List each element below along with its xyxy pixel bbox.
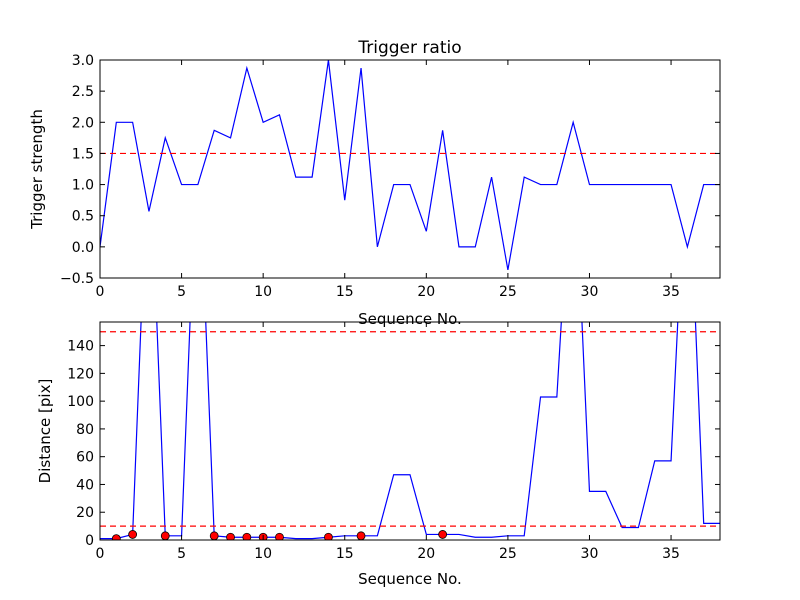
y-tick-label: 40 bbox=[76, 477, 94, 493]
series-line bbox=[100, 322, 720, 540]
data-marker bbox=[160, 531, 170, 540]
data-marker bbox=[324, 532, 333, 540]
y-tick-label: 100 bbox=[67, 394, 94, 410]
y-tick-label: 1.5 bbox=[72, 146, 94, 162]
y-tick-label: 0 bbox=[85, 533, 94, 549]
y-axis-label: Trigger strength bbox=[28, 109, 46, 230]
x-tick-label: 5 bbox=[177, 284, 186, 300]
y-tick-label: 120 bbox=[67, 366, 94, 382]
series-line bbox=[100, 60, 720, 271]
data-marker bbox=[438, 530, 448, 539]
x-tick-label: 25 bbox=[499, 546, 517, 562]
data-marker bbox=[111, 534, 121, 540]
x-axis-label: Sequence No. bbox=[358, 570, 462, 588]
data-marker bbox=[128, 530, 138, 539]
y-tick-label: 1.0 bbox=[72, 178, 94, 194]
data-marker bbox=[275, 532, 284, 540]
chart-title: Trigger ratio bbox=[357, 38, 461, 58]
plot-frame bbox=[99, 59, 721, 279]
x-tick-label: 10 bbox=[254, 546, 272, 562]
x-tick-label: 35 bbox=[662, 284, 680, 300]
trigger-ratio-chart: Trigger ratio 0 5 10 15 20 25 30 35 −0.5 0.0 0.5 1.… bbox=[28, 38, 721, 328]
y-tick-label: 2.5 bbox=[72, 84, 94, 100]
x-tick-label: 30 bbox=[581, 284, 599, 300]
x-tick-label: 0 bbox=[96, 546, 105, 562]
data-marker bbox=[242, 532, 252, 540]
y-tick-label: 0.5 bbox=[72, 209, 94, 225]
x-tick-label: 35 bbox=[662, 546, 680, 562]
x-tick-label: 20 bbox=[417, 546, 435, 562]
y-tick-label: −0.5 bbox=[60, 271, 94, 287]
plot-frame bbox=[99, 321, 721, 541]
y-tick-label: 20 bbox=[76, 505, 94, 521]
y-tick-label: 140 bbox=[67, 339, 94, 355]
x-tick-label: 20 bbox=[417, 284, 435, 300]
x-tick-label: 15 bbox=[336, 546, 354, 562]
x-tick-label: 30 bbox=[581, 546, 599, 562]
x-tick-label: 10 bbox=[254, 284, 272, 300]
x-tick-label: 5 bbox=[177, 546, 186, 562]
y-axis-label: Distance [pix] bbox=[36, 379, 54, 484]
x-tick-label: 25 bbox=[499, 284, 517, 300]
data-marker bbox=[356, 531, 366, 540]
y-tick-label: 60 bbox=[76, 450, 94, 466]
x-tick-label: 15 bbox=[336, 284, 354, 300]
y-tick-label: 2.0 bbox=[72, 115, 94, 131]
x-tick-label: 0 bbox=[96, 284, 105, 300]
data-marker bbox=[209, 531, 219, 540]
y-tick-label: 80 bbox=[76, 422, 94, 438]
data-marker bbox=[226, 532, 235, 540]
distance-chart: 0 5 10 15 20 25 30 35 0 20 40 60 80 100 120 140 Sequenc… bbox=[36, 321, 721, 588]
y-tick-label: 0.0 bbox=[72, 240, 94, 256]
y-tick-label: 3.0 bbox=[72, 53, 94, 69]
x-axis-label: Sequence No. bbox=[358, 310, 462, 328]
